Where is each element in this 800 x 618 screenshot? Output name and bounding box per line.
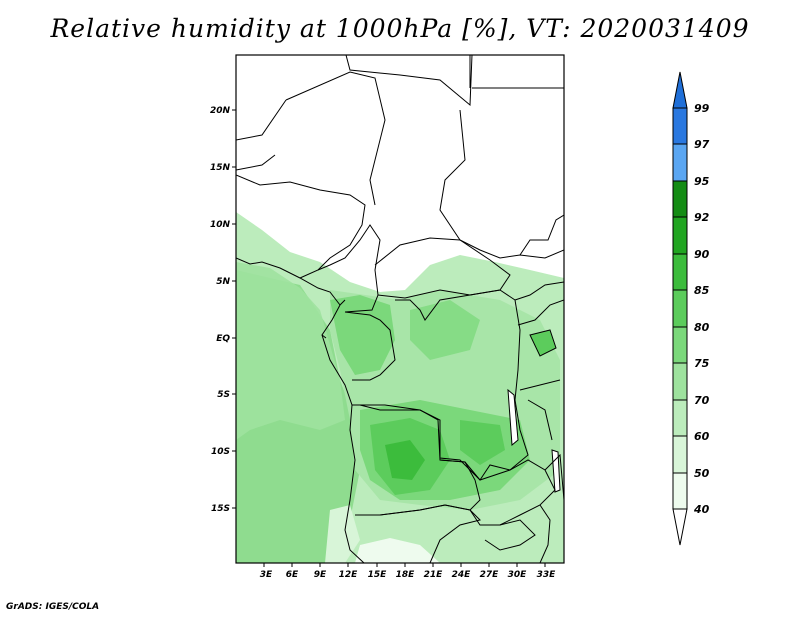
lakes-outline	[507, 329, 561, 493]
border-drc	[359, 289, 529, 481]
colorbar-label: 90	[694, 248, 710, 261]
field-75-coast	[236, 262, 345, 440]
border-nigeria	[236, 174, 366, 279]
lat-label: 5S	[217, 390, 230, 400]
colorbar-label: 99	[694, 102, 710, 115]
lon-label: 6E	[286, 570, 299, 580]
colorbar-swatch	[672, 289, 688, 328]
lat-axis	[232, 109, 236, 509]
map-frame	[235, 54, 565, 564]
lat-tick-labels: 20N 15N 10N 5N EQ 5S 10S 15S	[210, 106, 231, 514]
lon-label: 12E	[339, 570, 359, 580]
humidity-field	[236, 212, 564, 563]
lat-label: 5N	[216, 277, 230, 287]
lat-label: 10S	[211, 447, 230, 457]
border-congo	[344, 311, 396, 381]
map-title: Relative humidity at 1000hPa [%], VT: 20…	[50, 14, 750, 43]
colorbar-bottom-arrow	[672, 508, 688, 546]
field-90-core	[385, 440, 425, 480]
border-niger-chad	[285, 71, 386, 206]
colorbar-swatch	[672, 399, 688, 437]
lake-victoria	[530, 330, 556, 356]
colorbar-label: 85	[694, 284, 710, 297]
lon-label: 24E	[452, 570, 472, 580]
border-namibia	[355, 504, 481, 563]
colorbar-label: 95	[694, 175, 710, 188]
border-east-africa	[514, 281, 564, 441]
colorbar-swatch	[672, 216, 688, 255]
lat-label: EQ	[216, 334, 230, 344]
colorbar-label: 75	[694, 357, 710, 370]
lon-label: 30E	[508, 570, 528, 580]
border-sudan	[439, 87, 564, 259]
borders	[236, 55, 564, 563]
lon-label: 15E	[368, 570, 388, 580]
lon-label: 3E	[260, 570, 273, 580]
border-ethiopia	[519, 214, 564, 256]
colorbar-swatch	[672, 362, 688, 401]
lon-label: 21E	[424, 570, 444, 580]
lat-label: 15S	[211, 504, 230, 514]
border-zimbabwe	[480, 519, 536, 551]
field-85-east	[460, 420, 505, 465]
border-car	[374, 237, 511, 299]
border-mozambique	[539, 453, 564, 563]
lat-label: 10N	[210, 220, 231, 230]
lake-tanganyika	[508, 390, 518, 445]
colorbar-swatch	[672, 253, 688, 291]
colorbar-labels: 99 97 95 92 90 85 80 75 70 60 50 40	[693, 102, 710, 516]
colorbar-label: 97	[694, 138, 710, 151]
lon-label: 27E	[480, 570, 500, 580]
colorbar	[672, 71, 688, 546]
colorbar-swatch	[672, 143, 688, 182]
colorbar-label: 50	[694, 467, 710, 480]
colorbar-swatch	[672, 180, 688, 218]
border-chad-libya	[345, 55, 473, 107]
map-figure: 3E 6E 9E 12E 15E 18E 21E 24E 27E 30E 33E…	[210, 54, 710, 580]
lon-tick-labels: 3E 6E 9E 12E 15E 18E 21E 24E 27E 30E 33E	[260, 570, 556, 580]
colorbar-swatch	[672, 107, 688, 145]
lon-label: 33E	[537, 570, 557, 580]
colorbar-label: 60	[694, 430, 710, 443]
colorbar-label: 40	[693, 503, 710, 516]
lon-axis	[263, 563, 546, 567]
colorbar-swatch	[672, 435, 688, 474]
field-60-sw	[325, 505, 360, 563]
coast-gulf-detail	[321, 299, 346, 339]
credit-text: GrADS: IGES/COLA	[6, 602, 100, 612]
colorbar-label: 70	[694, 394, 710, 407]
lat-label: 15N	[210, 163, 231, 173]
lat-label: 20N	[210, 106, 231, 116]
colorbar-swatch	[672, 472, 688, 510]
field-80-north	[410, 300, 480, 360]
lon-label: 18E	[396, 570, 416, 580]
field-80-west	[330, 295, 395, 375]
border-cameroon	[317, 224, 381, 313]
colorbar-label: 80	[694, 321, 710, 334]
colorbar-top-arrow	[672, 71, 688, 109]
field-dry-south	[355, 538, 440, 563]
colorbar-swatch	[672, 326, 688, 364]
border-mali-niger	[236, 99, 287, 171]
colorbar-label: 92	[694, 211, 710, 224]
lon-label: 9E	[314, 570, 327, 580]
